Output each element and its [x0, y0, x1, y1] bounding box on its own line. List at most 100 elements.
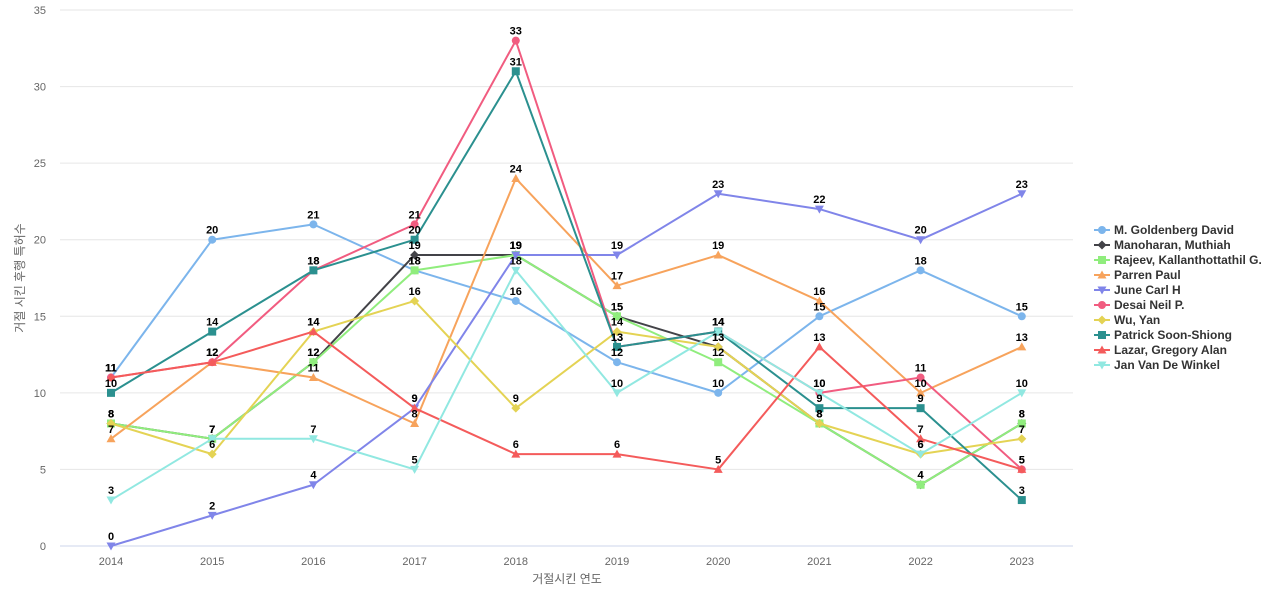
legend-marker-point[interactable] — [1098, 256, 1106, 264]
series-m-goldenberg-david-point[interactable] — [511, 296, 520, 305]
series-patrick-soon-shiong-point[interactable] — [107, 388, 115, 397]
legend-label[interactable]: June Carl H — [1114, 283, 1181, 297]
legend-item-parren-paul[interactable]: Parren Paul — [1094, 268, 1181, 282]
series-rajeev-kallanthottathil-g-line[interactable] — [110, 254, 1023, 486]
series-parren-paul-point[interactable] — [410, 418, 420, 427]
legend-label[interactable]: Desai Neil P. — [1114, 298, 1185, 312]
series-m-goldenberg-david-point[interactable] — [714, 388, 723, 397]
series-jan-van-de-winkel-point[interactable] — [106, 496, 116, 505]
series-lazar-gregory-alan-point[interactable] — [1017, 464, 1027, 473]
series-june-carl-h-point[interactable] — [207, 511, 217, 520]
series-patrick-soon-shiong-point[interactable] — [1017, 496, 1026, 505]
series-lazar-gregory-alan-point[interactable] — [814, 342, 824, 351]
legend-label[interactable]: Manoharan, Muthiah — [1114, 238, 1231, 252]
series-m-goldenberg-david-point[interactable] — [815, 312, 824, 321]
series-patrick-soon-shiong-point[interactable] — [613, 342, 621, 351]
series-patrick-soon-shiong-point[interactable] — [916, 404, 925, 413]
series-parren-paul[interactable] — [106, 173, 1027, 443]
legend-item-june-carl-h[interactable]: June Carl H — [1094, 283, 1181, 297]
series-rajeev-kallanthottathil-g-point[interactable] — [714, 358, 723, 367]
series-jan-van-de-winkel-point[interactable] — [713, 328, 723, 337]
series-patrick-soon-shiong-point[interactable] — [208, 327, 217, 336]
series-june-carl-h-point[interactable] — [511, 251, 521, 260]
legend-marker-point[interactable] — [1097, 270, 1107, 279]
series-parren-paul-point[interactable] — [713, 250, 723, 259]
series-parren-paul-point[interactable] — [308, 373, 318, 382]
series-jan-van-de-winkel-point[interactable] — [916, 450, 926, 459]
series-rajeev-kallanthottathil-g-point[interactable] — [613, 312, 621, 321]
series-lazar-gregory-alan-point[interactable] — [612, 449, 622, 458]
legend-item-manoharan-muthiah[interactable]: Manoharan, Muthiah — [1094, 238, 1231, 252]
legend-label[interactable]: Parren Paul — [1114, 268, 1181, 282]
series-lazar-gregory-alan-point[interactable] — [410, 403, 420, 412]
series-m-goldenberg-david-point[interactable] — [309, 220, 318, 229]
series-lazar-gregory-alan-point[interactable] — [916, 434, 926, 443]
series-rajeev-kallanthottathil-g-point[interactable] — [916, 480, 925, 489]
legend-marker-point[interactable] — [1098, 226, 1106, 234]
series-rajeev-kallanthottathil-g-point[interactable] — [309, 358, 318, 367]
series-patrick-soon-shiong-point[interactable] — [410, 235, 419, 244]
series-lazar-gregory-alan-point[interactable] — [207, 357, 217, 366]
series-june-carl-h-point[interactable] — [1017, 190, 1027, 199]
series-june-carl-h-line[interactable] — [110, 192, 1023, 547]
series-wu-yan-point[interactable] — [612, 327, 622, 337]
legend-item-desai-neil-p[interactable]: Desai Neil P. — [1094, 298, 1185, 312]
series-jan-van-de-winkel-point[interactable] — [511, 266, 521, 275]
series-june-carl-h-point[interactable] — [814, 205, 824, 214]
legend-label[interactable]: Patrick Soon-Shiong — [1114, 328, 1232, 342]
legend-label[interactable]: Lazar, Gregory Alan — [1114, 343, 1227, 357]
legend-item-jan-van-de-winkel[interactable]: Jan Van De Winkel — [1094, 358, 1220, 372]
legend-marker-point[interactable] — [1097, 315, 1107, 325]
legend-item-wu-yan[interactable]: Wu, Yan — [1094, 313, 1160, 327]
series-parren-paul-point[interactable] — [612, 281, 622, 290]
series-lazar-gregory-alan-point[interactable] — [106, 373, 116, 382]
series-jan-van-de-winkel-point[interactable] — [612, 389, 622, 398]
series-wu-yan-point[interactable] — [713, 342, 723, 352]
series-m-goldenberg-david-point[interactable] — [613, 358, 621, 367]
series-june-carl-h-point[interactable] — [916, 236, 926, 245]
legend-label[interactable]: Jan Van De Winkel — [1114, 358, 1220, 372]
series-patrick-soon-shiong-point[interactable] — [309, 266, 318, 275]
series-lazar-gregory-alan-point[interactable] — [511, 449, 521, 458]
series-desai-neil-p-line[interactable] — [110, 39, 1023, 471]
series-m-goldenberg-david-point[interactable] — [916, 266, 925, 275]
series-parren-paul-point[interactable] — [511, 173, 521, 182]
legend-item-m-goldenberg-david[interactable]: M. Goldenberg David — [1094, 223, 1234, 237]
series-june-carl-h-point[interactable] — [713, 190, 723, 199]
series-lazar-gregory-alan-point[interactable] — [308, 327, 318, 336]
series-patrick-soon-shiong-point[interactable] — [815, 404, 824, 413]
series-june-carl-h-point[interactable] — [308, 481, 318, 490]
series-parren-paul-point[interactable] — [1017, 342, 1027, 351]
series-lazar-gregory-alan-line[interactable] — [110, 330, 1023, 471]
series-wu-yan-point[interactable] — [106, 418, 116, 428]
legend-marker-point[interactable] — [1098, 301, 1106, 309]
legend-marker-point[interactable] — [1098, 331, 1106, 339]
legend-marker-point[interactable] — [1097, 240, 1107, 250]
legend-item-patrick-soon-shiong[interactable]: Patrick Soon-Shiong — [1094, 328, 1232, 342]
series-jan-van-de-winkel-point[interactable] — [207, 435, 217, 444]
legend-label[interactable]: Rajeev, Kallanthottathil G. — [1114, 253, 1262, 267]
series-jan-van-de-winkel-line[interactable] — [110, 269, 1023, 501]
series-desai-neil-p-point[interactable] — [916, 373, 925, 382]
series-rajeev-kallanthottathil-g-point[interactable] — [410, 266, 419, 275]
legend-marker-point[interactable] — [1097, 361, 1107, 370]
series-jan-van-de-winkel-point[interactable] — [410, 465, 420, 474]
legend-label[interactable]: M. Goldenberg David — [1114, 223, 1234, 237]
legend-marker-point[interactable] — [1097, 345, 1107, 354]
series-lazar-gregory-alan[interactable] — [106, 327, 1027, 473]
series-m-goldenberg-david-point[interactable] — [1017, 312, 1026, 321]
series-june-carl-h-point[interactable] — [106, 542, 116, 551]
series-lazar-gregory-alan-point[interactable] — [713, 464, 723, 473]
series-parren-paul-point[interactable] — [106, 434, 116, 443]
series-patrick-soon-shiong-line[interactable] — [110, 70, 1023, 501]
series-desai-neil-p-point[interactable] — [410, 220, 419, 229]
legend-item-lazar-gregory-alan[interactable]: Lazar, Gregory Alan — [1094, 343, 1227, 357]
series-parren-paul-line[interactable] — [110, 177, 1023, 440]
series-wu-yan-point[interactable] — [207, 449, 217, 459]
series-jan-van-de-winkel-point[interactable] — [308, 435, 318, 444]
series-parren-paul-point[interactable] — [916, 388, 926, 397]
series-wu-yan-point[interactable] — [410, 296, 420, 306]
series-parren-paul-point[interactable] — [814, 296, 824, 305]
legend-item-rajeev-kallanthottathil-g[interactable]: Rajeev, Kallanthottathil G. — [1094, 253, 1262, 267]
